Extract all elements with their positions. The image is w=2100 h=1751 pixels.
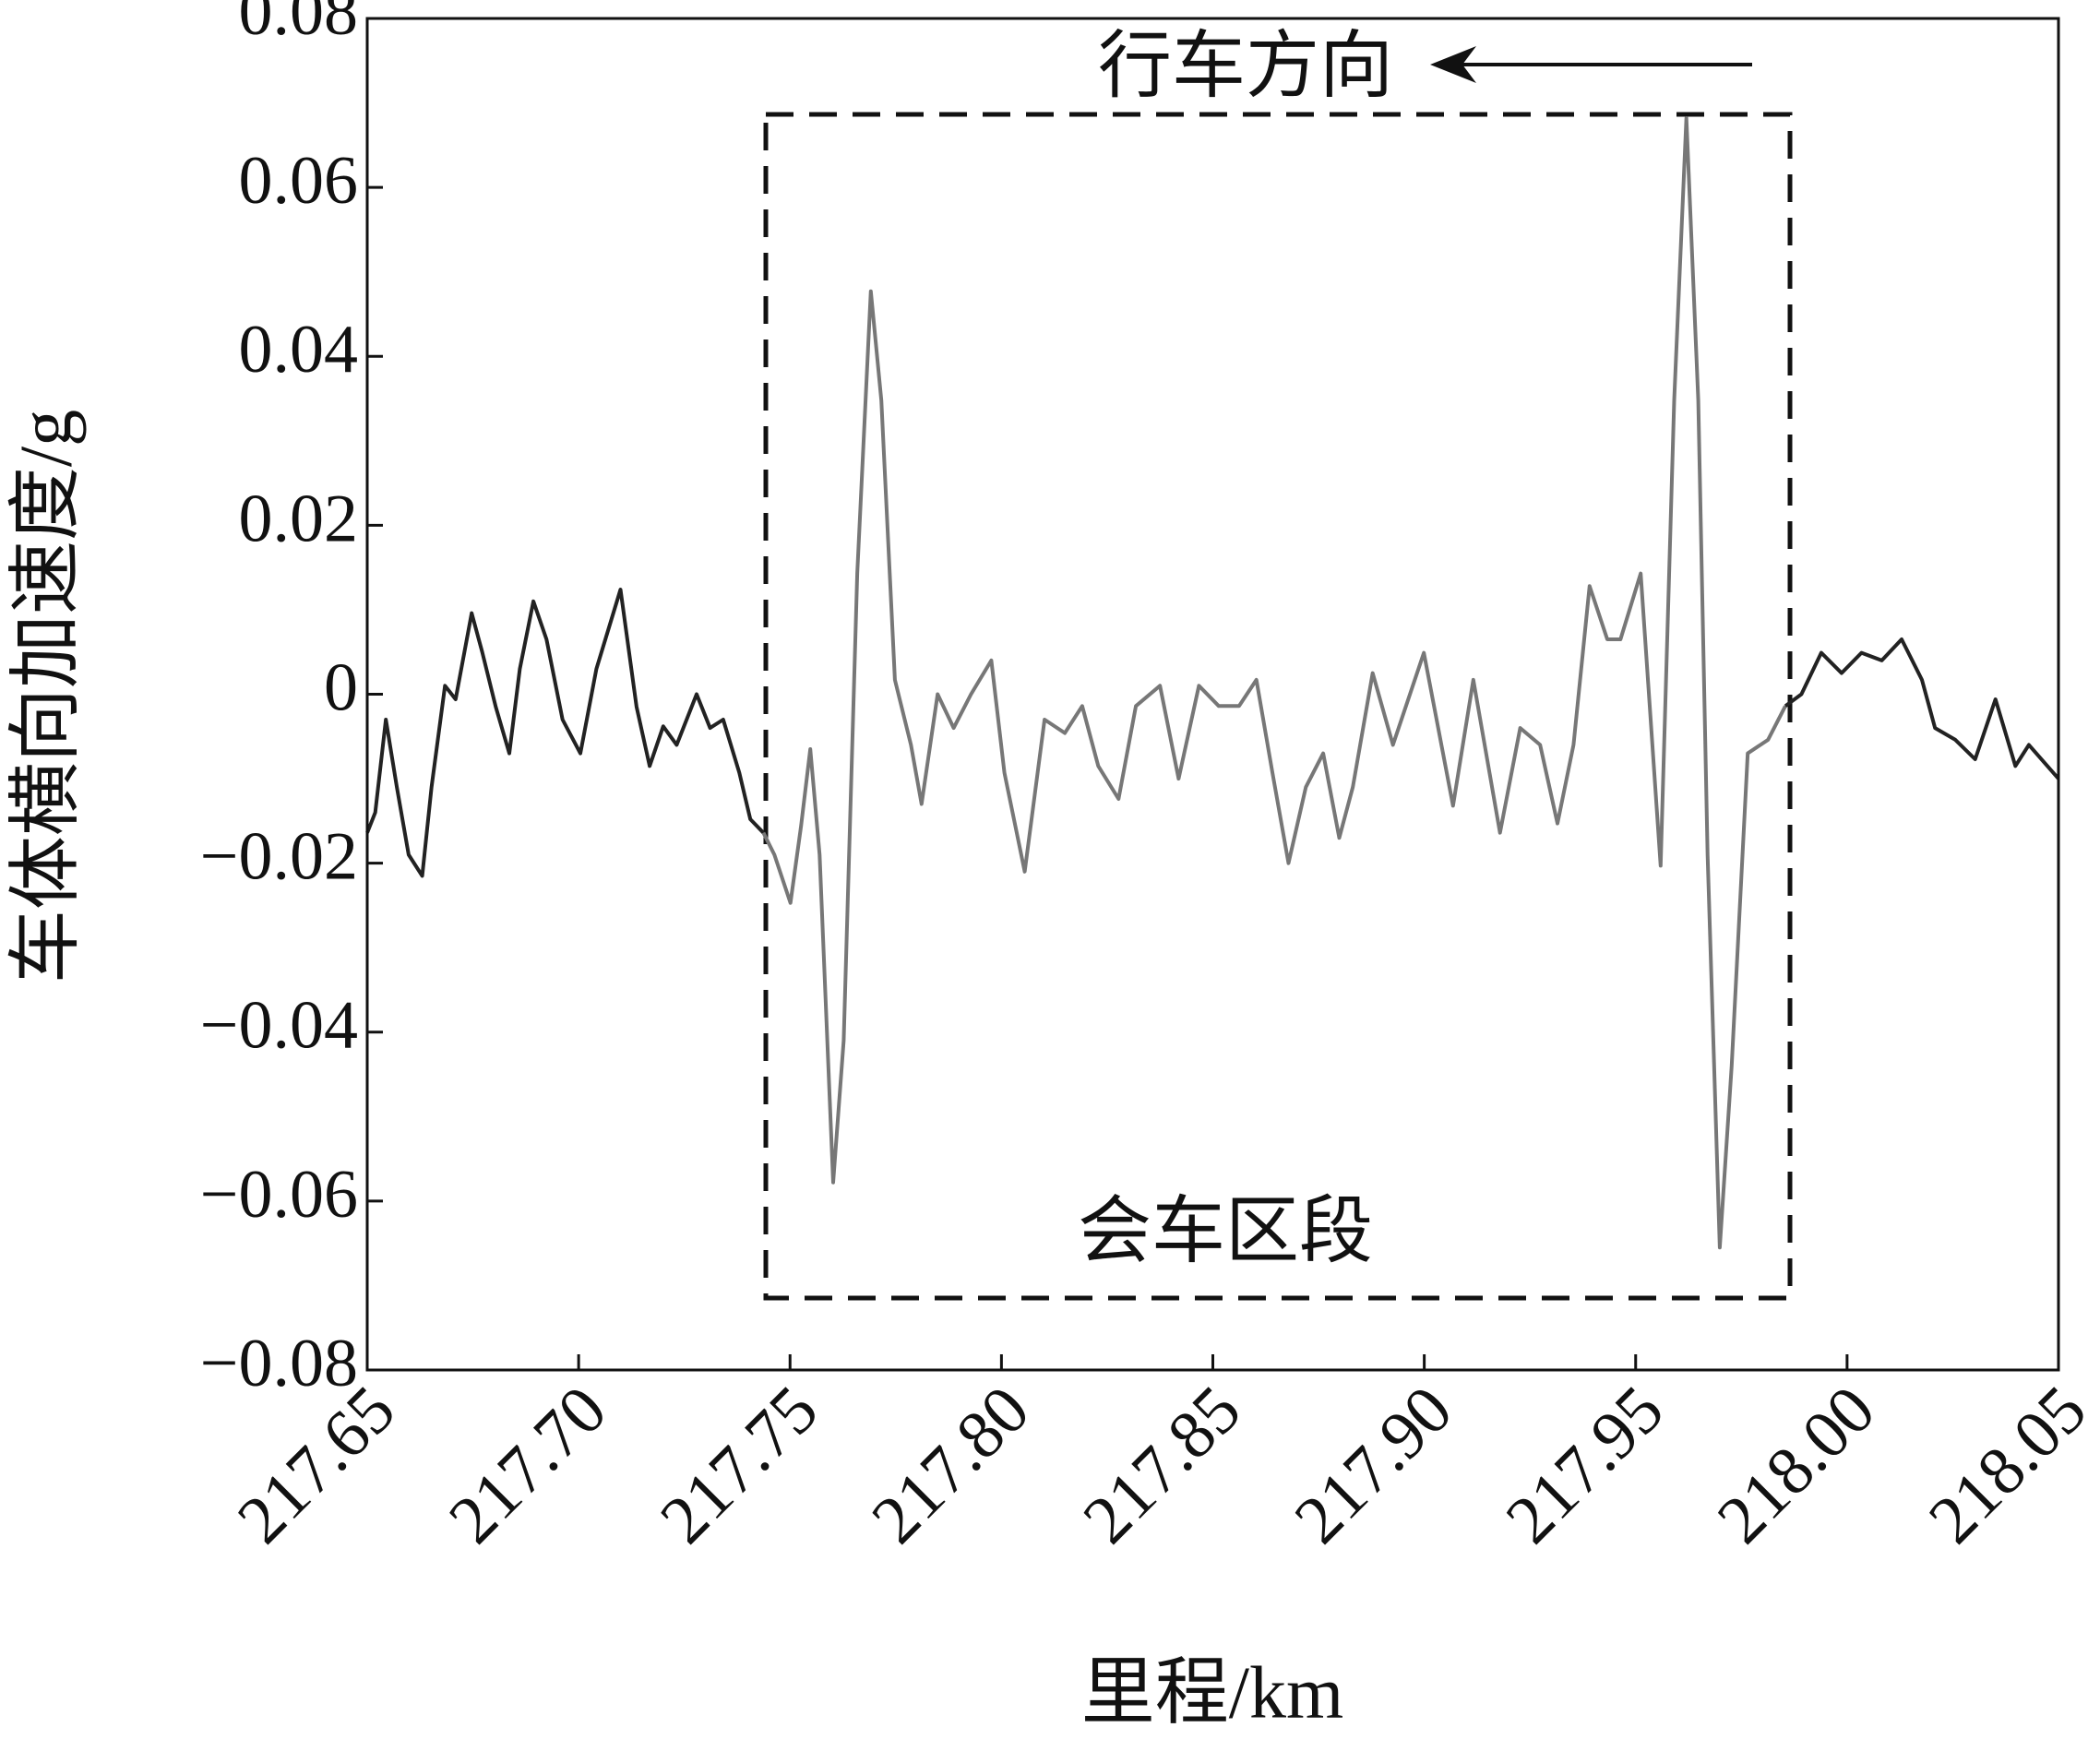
x-tick-label: 217.70 xyxy=(435,1372,621,1558)
y-tick-label: −0.04 xyxy=(200,988,358,1064)
arrow-head xyxy=(1430,46,1476,83)
x-tick-label: 217.90 xyxy=(1281,1372,1467,1558)
line-series xyxy=(365,588,765,878)
y-tick-label: 0.06 xyxy=(239,143,359,219)
y-tick-label: 0.08 xyxy=(239,0,359,50)
y-axis-label: 车体横向加速度/g xyxy=(6,410,87,983)
x-tick-label: 217.95 xyxy=(1492,1372,1678,1558)
section-box xyxy=(763,112,1793,1301)
y-tick-label: −0.08 xyxy=(200,1326,358,1401)
x-tick-label: 217.75 xyxy=(646,1372,832,1558)
x-tick-label: 217.80 xyxy=(858,1372,1044,1558)
plot-frame xyxy=(365,17,2060,1372)
x-axis-label: 里程/km xyxy=(1081,1652,1343,1733)
section-label: 会车区段 xyxy=(1078,1191,1373,1272)
line-series xyxy=(1784,637,2060,780)
y-tick-label: −0.02 xyxy=(200,819,358,895)
y-tick-label: −0.06 xyxy=(200,1157,358,1233)
y-tick-label: 0 xyxy=(324,649,358,725)
line-series xyxy=(761,116,1787,1250)
x-tick-label: 218.05 xyxy=(1915,1372,2100,1558)
x-tick-label: 217.85 xyxy=(1069,1372,1256,1558)
direction-label: 行车方向 xyxy=(1098,26,1393,107)
y-tick-label: 0.02 xyxy=(239,481,359,556)
y-tick-label: 0.04 xyxy=(239,312,359,387)
x-tick-label: 218.00 xyxy=(1703,1372,1890,1558)
